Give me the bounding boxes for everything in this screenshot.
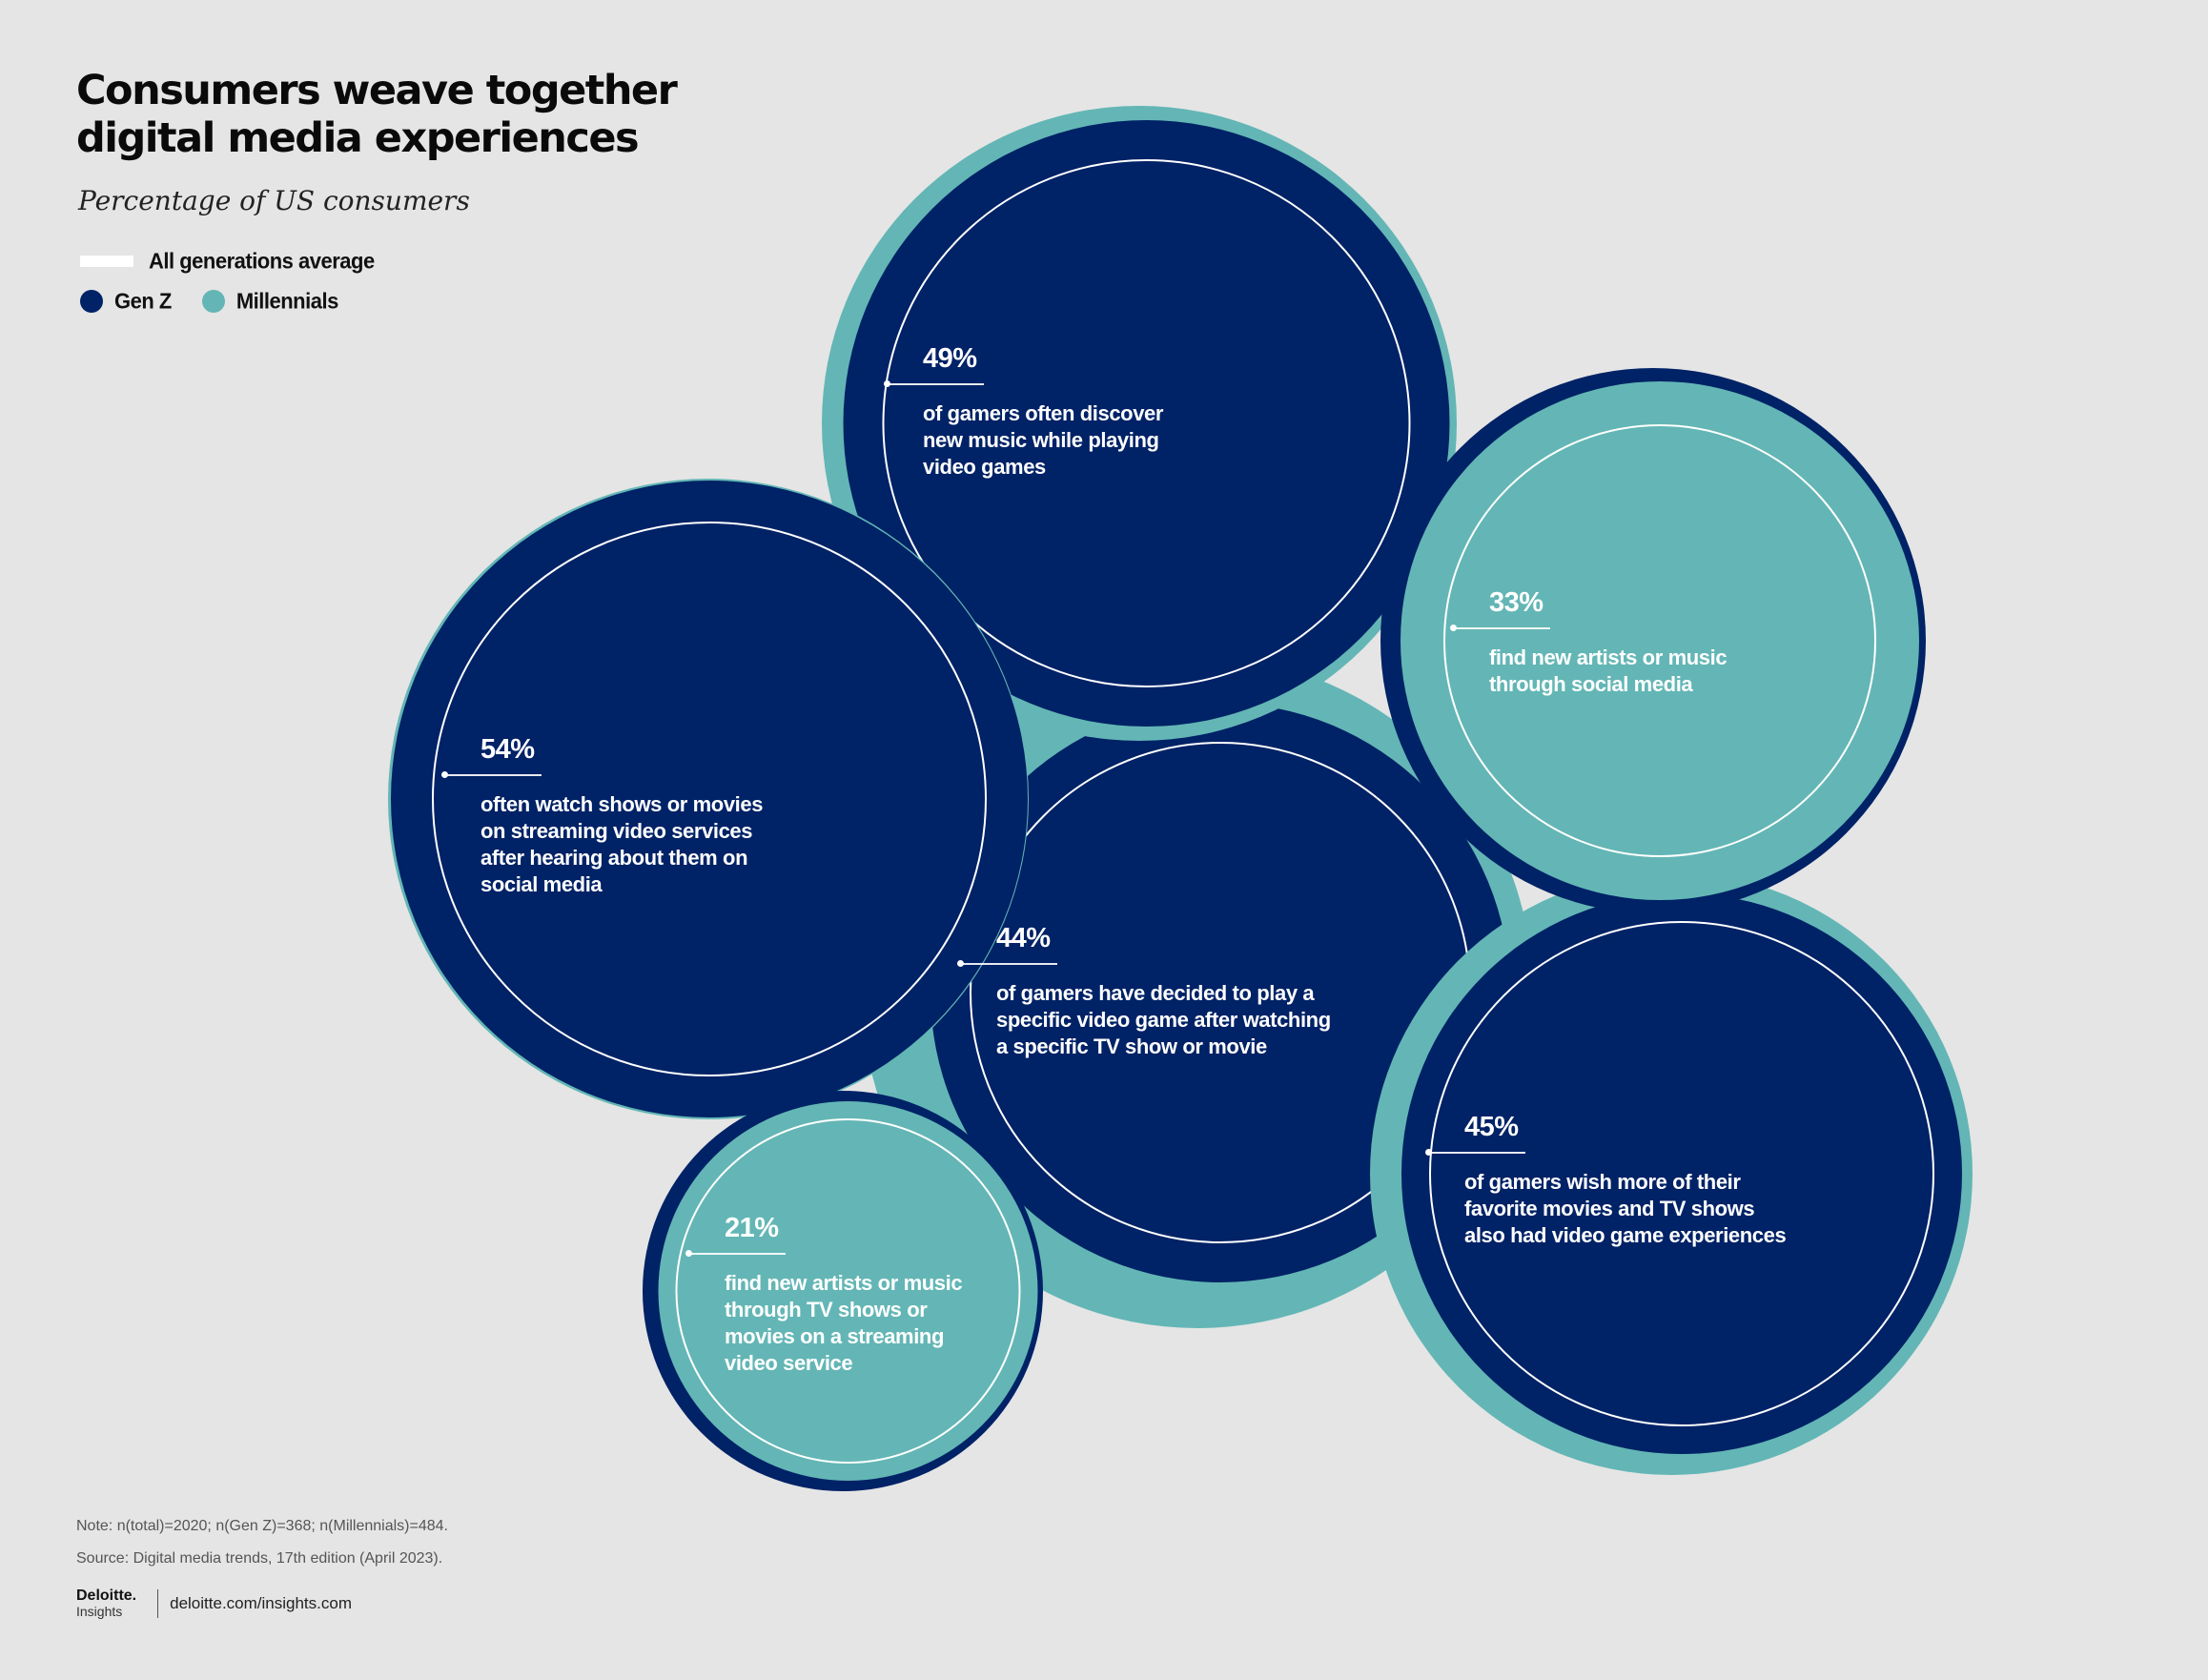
average-swatch-icon <box>80 256 133 267</box>
average-ring <box>1443 424 1876 857</box>
legend-label-average: All generations average <box>149 248 375 274</box>
average-ring <box>432 522 987 1076</box>
value-rule <box>884 380 984 387</box>
text-line: of gamers often discover <box>923 401 1164 425</box>
value-label: 54% <box>480 734 535 765</box>
millennials-dot-icon <box>201 290 225 313</box>
text-line: find new artists or music <box>1489 645 1728 669</box>
text-line: find new artists or music <box>725 1271 963 1295</box>
average-ring <box>882 159 1411 687</box>
brand-sub: Insights <box>76 1604 123 1619</box>
text-line: often watch shows or movies <box>480 792 764 816</box>
bubble-inner-gen-z <box>843 120 1450 727</box>
title-line-1: Consumers weave together <box>76 67 678 114</box>
annotation-text: often watch shows or movies on streaming… <box>480 791 763 898</box>
value-label: 45% <box>1464 1112 1519 1142</box>
value-rule <box>1425 1149 1525 1156</box>
annotation-artists-streaming: 21% find new artists or music through TV… <box>685 1213 963 1377</box>
text-line: movies on a streaming <box>725 1324 945 1348</box>
annotation-text: of gamers often discover new music while… <box>923 400 1163 481</box>
bubble-inner-gen-z <box>391 481 1028 1117</box>
value-label: 49% <box>923 343 977 374</box>
text-line: favorite movies and TV shows <box>1464 1197 1755 1220</box>
legend-label-millennials: Millennials <box>235 288 338 314</box>
annotation-artists-social: 33% find new artists or music through so… <box>1450 587 1728 698</box>
annotation-discover-music: 49% of gamers often discover new music w… <box>884 343 1163 481</box>
footer-divider <box>157 1589 159 1618</box>
value-rule <box>1450 625 1550 631</box>
genz-dot-icon <box>80 290 103 313</box>
bubble-wish-games <box>1370 872 1973 1475</box>
text-line: video games <box>923 455 1046 479</box>
bubble-inner-millennials <box>658 1101 1038 1481</box>
text-line: a specific TV show or movie <box>996 1035 1267 1058</box>
annotation-play-after-watch: 44% of gamers have decided to play a spe… <box>957 923 1331 1060</box>
annotation-wish-games: 45% of gamers wish more of their favorit… <box>1425 1112 1787 1249</box>
value-rule <box>441 771 542 778</box>
footer: Deloitte. Insights deloitte.com/insights… <box>76 1588 352 1620</box>
chart-subtitle: Percentage of US consumers <box>78 185 470 216</box>
annotation-text: find new artists or music through TV sho… <box>725 1270 963 1377</box>
legend-item-average: All generations average <box>80 246 405 277</box>
bubble-artists-streaming <box>643 1091 1043 1491</box>
bubble-inner-gen-z <box>930 703 1510 1282</box>
text-line: specific video game after watching <box>996 1008 1331 1032</box>
value-rule <box>957 960 1057 967</box>
title-line-2: digital media experiences <box>76 114 640 162</box>
text-line: new music while playing <box>923 428 1159 452</box>
text-line: through TV shows or <box>725 1298 928 1321</box>
text-line: video service <box>725 1351 853 1375</box>
bubble-artists-social <box>1380 368 1926 913</box>
annotation-watch-social: 54% often watch shows or movies on strea… <box>441 734 763 898</box>
value-label: 44% <box>996 923 1051 953</box>
value-rule <box>685 1250 786 1257</box>
text-line: through social media <box>1489 672 1693 696</box>
legend-item-generations: Gen Z Millennials <box>80 286 405 317</box>
note-text: Note: n(total)=2020; n(Gen Z)=368; n(Mil… <box>76 1518 448 1534</box>
bubble-inner-gen-z <box>1401 893 1962 1454</box>
text-line: after hearing about them on <box>480 846 748 870</box>
bubble-inner-millennials <box>1400 381 1919 900</box>
bubble-watch-social <box>388 479 1029 1119</box>
text-line: of gamers have decided to play a <box>996 981 1315 1005</box>
annotation-text: of gamers have decided to play a specifi… <box>996 980 1331 1060</box>
source-text: Source: Digital media trends, 17th editi… <box>76 1550 443 1567</box>
legend-label-genz: Gen Z <box>114 288 172 314</box>
deloitte-logo: Deloitte. Insights <box>76 1588 137 1620</box>
text-line: social media <box>480 872 603 896</box>
bubble-discover-music <box>822 106 1457 741</box>
brand-name: Deloitte. <box>76 1588 137 1604</box>
text-line: on streaming video services <box>480 819 753 843</box>
footer-url: deloitte.com/insights.com <box>170 1594 352 1612</box>
average-ring <box>675 1118 1021 1464</box>
value-label: 33% <box>1489 587 1544 618</box>
legend: All generations average Gen Z Millennial… <box>80 246 405 326</box>
value-label: 21% <box>725 1213 779 1243</box>
chart-title: Consumers weave together digital media e… <box>76 67 744 162</box>
bubble-play-after-watch <box>862 657 1533 1328</box>
annotation-text: find new artists or music through social… <box>1489 645 1728 698</box>
text-line: also had video game experiences <box>1464 1223 1787 1247</box>
annotation-text: of gamers wish more of their favorite mo… <box>1464 1169 1787 1249</box>
text-line: of gamers wish more of their <box>1464 1170 1741 1194</box>
average-ring <box>1429 921 1934 1426</box>
